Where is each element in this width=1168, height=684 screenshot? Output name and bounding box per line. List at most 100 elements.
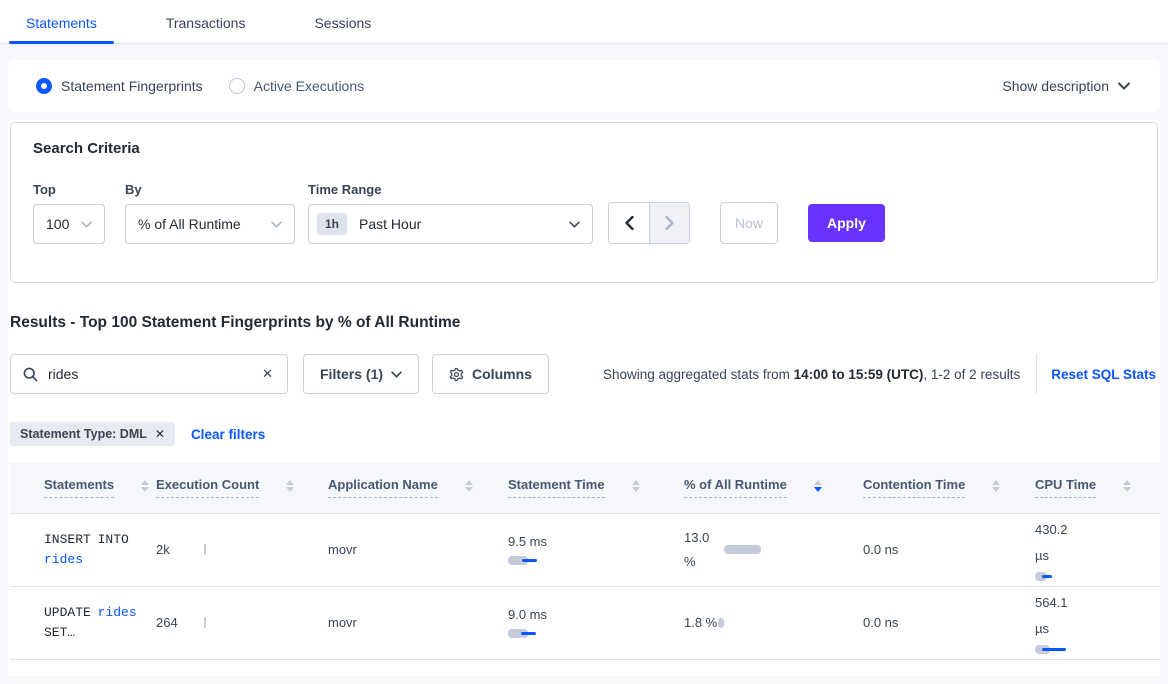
- chevron-down-icon: [81, 220, 92, 228]
- application-name-cell: movr: [322, 586, 502, 660]
- sort-icon-active-desc[interactable]: [813, 479, 822, 492]
- column-header-application-name[interactable]: Application Name: [322, 463, 502, 514]
- sort-icon[interactable]: [464, 479, 473, 492]
- execution-count-cell: 2k: [150, 513, 322, 587]
- columns-button[interactable]: Columns: [432, 354, 549, 394]
- clear-filters-link[interactable]: Clear filters: [190, 426, 266, 442]
- filter-chip-label: Statement Type: DML: [20, 427, 147, 441]
- statement-link[interactable]: rides: [97, 604, 137, 620]
- apply-button[interactable]: Apply: [808, 204, 885, 242]
- table-row: INSERT INTO rides 2k movr 9.5 ms 13.0 % …: [10, 513, 1160, 587]
- pct-runtime-cell: 13.0 %: [678, 513, 857, 587]
- results-title: Results - Top 100 Statement Fingerprints…: [10, 314, 461, 331]
- time-range-arrows: [608, 202, 690, 244]
- time-range-badge: 1h: [317, 213, 348, 235]
- results-controls-row: ✕ Filters (1) Columns Showing aggregated…: [10, 354, 1158, 394]
- time-range-select[interactable]: 1h Past Hour: [308, 204, 593, 244]
- reset-sql-stats-link[interactable]: Reset SQL Stats: [1051, 366, 1156, 382]
- statements-table: Statements Execution Count Application N…: [10, 463, 1160, 660]
- top-label: Top: [33, 182, 56, 197]
- columns-label: Columns: [472, 366, 532, 382]
- radio-selected-icon[interactable]: [36, 78, 52, 94]
- time-range-value: Past Hour: [359, 216, 422, 232]
- chevron-left-icon: [624, 216, 634, 230]
- sort-icon[interactable]: [992, 479, 1001, 492]
- gear-icon: [449, 367, 464, 381]
- radio-label: Statement Fingerprints: [61, 78, 203, 94]
- sort-icon[interactable]: [631, 479, 640, 492]
- table-header-row: Statements Execution Count Application N…: [10, 463, 1160, 514]
- statement-time-bar: [508, 628, 672, 639]
- statement-time-value: 9.0 ms: [508, 606, 548, 622]
- statement-search-box[interactable]: ✕: [10, 354, 288, 394]
- by-label: By: [125, 182, 142, 197]
- execution-count-value: 264: [156, 615, 178, 630]
- execution-count-value: 2k: [156, 542, 170, 557]
- column-header-pct-of-all-runtime[interactable]: % of All Runtime: [678, 463, 857, 514]
- contention-time-cell: 0.0 ns: [857, 513, 1029, 587]
- top-select-value: 100: [46, 216, 70, 232]
- pct-runtime-cell: 1.8 %: [678, 586, 857, 660]
- by-field: By % of All Runtime: [125, 182, 295, 244]
- column-header-execution-count[interactable]: Execution Count: [150, 463, 322, 514]
- chevron-down-icon: [271, 220, 282, 228]
- statement-cell[interactable]: UPDATE rides SET…: [10, 586, 150, 660]
- statement-cell[interactable]: INSERT INTO rides: [10, 513, 150, 587]
- sort-icon[interactable]: [286, 479, 295, 492]
- chevron-down-icon: [1118, 82, 1130, 90]
- statement-text: UPDATE: [44, 604, 98, 620]
- next-time-range-button[interactable]: [649, 203, 689, 243]
- execution-count-bar: [204, 617, 206, 628]
- column-header-statement-time[interactable]: Statement Time: [502, 463, 678, 514]
- search-icon: [23, 367, 38, 381]
- sort-icon[interactable]: [1123, 479, 1132, 492]
- vertical-divider: [1036, 354, 1038, 394]
- active-filters-row: Statement Type: DML ✕ Clear filters: [10, 422, 1158, 446]
- remove-filter-icon[interactable]: ✕: [154, 427, 165, 441]
- column-header-statements[interactable]: Statements: [10, 463, 150, 514]
- chevron-right-icon: [665, 216, 674, 230]
- statement-text: SET…: [44, 624, 76, 640]
- pct-runtime-bar: [718, 617, 724, 628]
- show-description-label: Show description: [1002, 78, 1109, 94]
- table-row: UPDATE rides SET… 264 movr 9.0 ms 1.8 % …: [10, 586, 1160, 660]
- time-range-label: Time Range: [308, 182, 382, 197]
- statement-time-value: 9.5 ms: [508, 533, 548, 549]
- sql-activity-tabbar: Statements Transactions Sessions: [0, 0, 1168, 44]
- application-name-cell: movr: [322, 513, 502, 587]
- search-criteria-row: Top 100 By % of All Runtime Time Range 1…: [33, 182, 1135, 244]
- filters-button[interactable]: Filters (1): [303, 354, 420, 394]
- application-name-value: movr: [328, 615, 357, 630]
- contention-time-cell: 0.0 ns: [857, 586, 1029, 660]
- cpu-time-cell: 564.1 µs: [1029, 586, 1160, 660]
- tab-statements[interactable]: Statements: [9, 15, 114, 44]
- tab-sessions[interactable]: Sessions: [314, 15, 372, 31]
- statement-link[interactable]: rides: [44, 551, 84, 567]
- top-select[interactable]: 100: [33, 204, 105, 244]
- search-input[interactable]: [48, 366, 261, 382]
- column-header-cpu-time[interactable]: CPU Time: [1029, 463, 1160, 514]
- by-select[interactable]: % of All Runtime: [125, 204, 295, 244]
- sort-icon[interactable]: [141, 479, 150, 492]
- cpu-time-bar: [1035, 644, 1160, 655]
- chevron-down-icon: [569, 221, 580, 228]
- stats-suffix: , 1-2 of 2 results: [923, 366, 1021, 382]
- clear-search-icon[interactable]: ✕: [262, 366, 273, 381]
- radio-active-executions[interactable]: Active Executions: [228, 78, 364, 94]
- column-header-contention-time[interactable]: Contention Time: [857, 463, 1029, 514]
- filter-chip-statement-type[interactable]: Statement Type: DML ✕: [10, 422, 175, 446]
- statements-page-content: Search Criteria Top 100 By % of All Runt…: [8, 120, 1160, 676]
- radio-statement-fingerprints[interactable]: Statement Fingerprints: [36, 78, 203, 94]
- tab-transactions[interactable]: Transactions: [165, 15, 246, 31]
- radio-unselected-icon[interactable]: [228, 78, 245, 94]
- stats-range: 14:00 to 15:59 (UTC): [793, 366, 924, 382]
- time-range-field: Time Range 1h Past Hour: [308, 182, 593, 244]
- execution-count-bar: [204, 544, 206, 555]
- previous-time-range-button[interactable]: [609, 203, 649, 243]
- by-select-value: % of All Runtime: [138, 216, 241, 232]
- cpu-time-value: 430.2 µs: [1035, 522, 1068, 563]
- chevron-down-icon: [391, 370, 402, 378]
- statement-text: INSERT INTO: [44, 531, 129, 547]
- show-description-toggle[interactable]: Show description: [1002, 78, 1130, 94]
- now-button[interactable]: Now: [720, 202, 778, 244]
